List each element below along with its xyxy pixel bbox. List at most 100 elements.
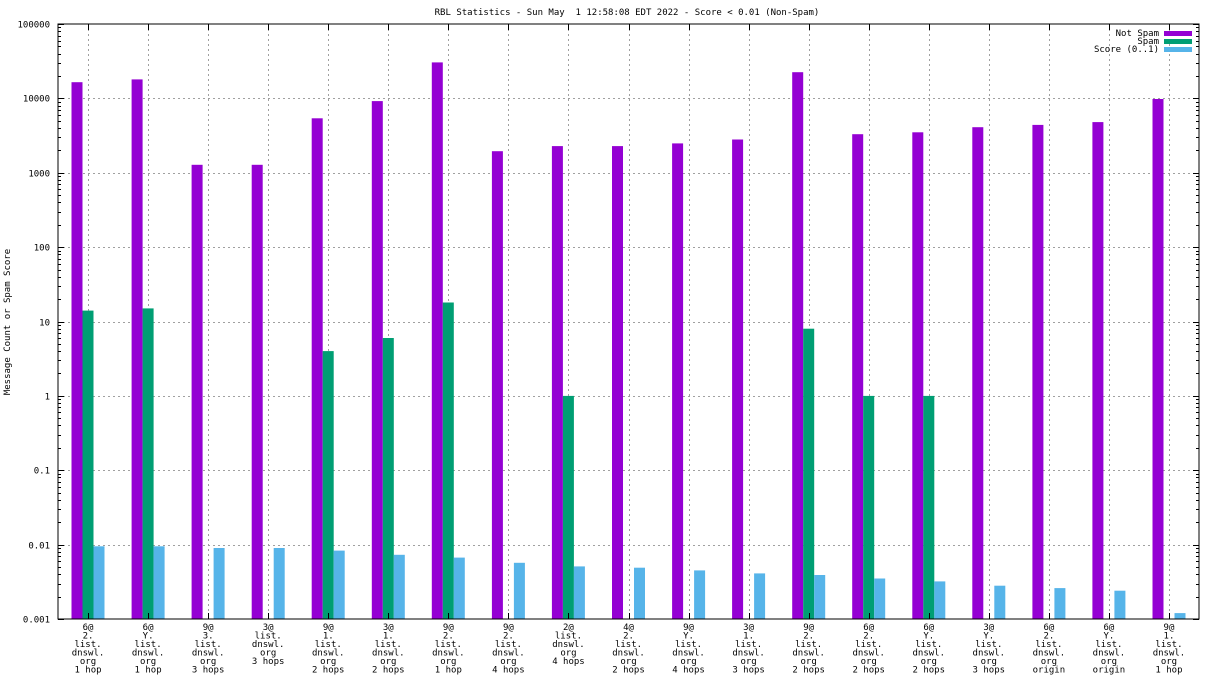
x-tick-label-line: list. (555, 632, 582, 642)
x-tick-label-line: 3@ (383, 623, 394, 633)
x-tick-label-line: dnswl. (1093, 649, 1126, 659)
x-tick-label-line: Y. (683, 632, 694, 642)
x-tick-label-line: Y. (923, 632, 934, 642)
x-tick-label-line: 1 hop (1155, 666, 1182, 676)
bar-not-spam (672, 143, 684, 619)
x-tick-label-line: 1. (323, 632, 334, 642)
x-tick-label-line: 1 hop (135, 666, 162, 676)
x-tick-label-line: org (1041, 657, 1057, 667)
x-tick-label-line: org (80, 657, 96, 667)
bar-spam (82, 310, 94, 619)
bar-not-spam (311, 118, 323, 620)
bar-spam (442, 302, 454, 619)
bar-spam (803, 328, 815, 619)
x-tick-label-line: 2. (623, 632, 634, 642)
x-tick-label-line: 9@ (323, 623, 334, 633)
bar-not-spam (1032, 124, 1044, 620)
bar-score-0-1 (153, 546, 165, 619)
bar-not-spam (551, 146, 563, 619)
bar-not-spam (371, 101, 383, 620)
x-tick-label-line: 4 hops (672, 666, 705, 676)
bar-score-0-1 (273, 548, 285, 619)
x-tick-label-line: 1. (743, 632, 754, 642)
bar-score-0-1 (994, 585, 1006, 619)
x-tick-label-line: 1. (383, 632, 394, 642)
x-tick-label-line: 3@ (263, 623, 274, 633)
bar-score-0-1 (573, 566, 585, 619)
x-tick-label-line: org (921, 657, 937, 667)
legend-label: Not Spam (1116, 29, 1159, 39)
bar-not-spam (191, 164, 203, 620)
x-tick-label-line: 9@ (683, 623, 694, 633)
bar-not-spam (732, 139, 744, 619)
x-tick-label-line: dnswl. (312, 649, 345, 659)
x-tick-label-line: 9@ (503, 623, 514, 633)
x-tick-label-line: dnswl. (973, 649, 1006, 659)
x-tick-label-line: 3 hops (252, 657, 285, 667)
x-tick-label-line: dnswl. (252, 640, 285, 650)
x-tick-label-line: dnswl. (1153, 649, 1186, 659)
bar-not-spam (1152, 99, 1164, 619)
x-tick-label-line: list. (795, 640, 822, 650)
y-axis-label: Message Count or Spam Score (3, 249, 13, 395)
x-tick-label-line: origin (1093, 666, 1126, 676)
bar-score-0-1 (1054, 588, 1066, 619)
bar-not-spam (1092, 122, 1104, 619)
bar-not-spam (852, 134, 864, 619)
y-tick-label: 1000 (28, 170, 50, 180)
x-tick-label-line: list. (735, 640, 762, 650)
x-tick-label-line: 2. (443, 632, 454, 642)
x-tick-label-line: 6@ (1103, 623, 1114, 633)
x-tick-label-line: 3 hops (192, 666, 225, 676)
y-tick-labels: 0.001 0.01 0.1 1 10 100 1000 10000 100000 (17, 21, 50, 626)
x-tick-label-line: dnswl. (72, 649, 105, 659)
bar-score-0-1 (1114, 590, 1126, 619)
x-tick-label-line: 2 hops (312, 666, 345, 676)
legend-swatch (1164, 39, 1192, 44)
x-tick-label-line: org (1101, 657, 1117, 667)
bar-not-spam (71, 82, 83, 619)
x-tick-label-line: 6@ (863, 623, 874, 633)
x-tick-label-line: list. (375, 640, 402, 650)
x-tick-label-line: 2 hops (372, 666, 405, 676)
x-tick-label-line: org (981, 657, 997, 667)
x-tick-label-line: 6@ (143, 623, 154, 633)
bar-score-0-1 (333, 550, 345, 619)
bar-not-spam (431, 62, 443, 619)
x-tick-label-line: Y. (1103, 632, 1114, 642)
x-tick-label-line: list. (615, 640, 642, 650)
x-tick-label-line: org (801, 657, 817, 667)
bar-spam (562, 395, 574, 619)
x-tick-label-line: list. (855, 640, 882, 650)
bar-spam (382, 338, 394, 619)
x-tick-label-line: 1 hop (74, 666, 101, 676)
x-tick-label-line: 2. (863, 632, 874, 642)
y-tick-label: 0.01 (28, 542, 50, 552)
y-tick-label: 100 (34, 244, 50, 254)
x-tick-label-line: org (260, 649, 276, 659)
x-tick-label-line: list. (255, 632, 282, 642)
x-tick-label-line: org (861, 657, 877, 667)
x-tick-label-line: org (500, 657, 516, 667)
bar-not-spam (972, 127, 984, 619)
x-tick-label-line: dnswl. (132, 649, 165, 659)
bar-marks (71, 62, 1186, 620)
x-tick-label-line: 2. (1043, 632, 1054, 642)
bar-spam (923, 395, 935, 619)
x-tick-label-line: list. (74, 640, 101, 650)
bar-not-spam (491, 151, 503, 619)
bar-score-0-1 (453, 557, 465, 619)
x-tick-label-line: dnswl. (792, 649, 825, 659)
y-tick-label: 10000 (23, 95, 50, 105)
bar-score-0-1 (213, 548, 225, 619)
x-tick-label-line: list. (1155, 640, 1182, 650)
x-tick-label-line: 2@ (563, 623, 574, 633)
legend-label: Spam (1137, 37, 1159, 47)
x-tick-label-line: 4@ (623, 623, 634, 633)
bar-score-0-1 (393, 554, 405, 619)
x-tick-label-line: org (320, 657, 336, 667)
x-tick-label-line: 3 hops (973, 666, 1006, 676)
